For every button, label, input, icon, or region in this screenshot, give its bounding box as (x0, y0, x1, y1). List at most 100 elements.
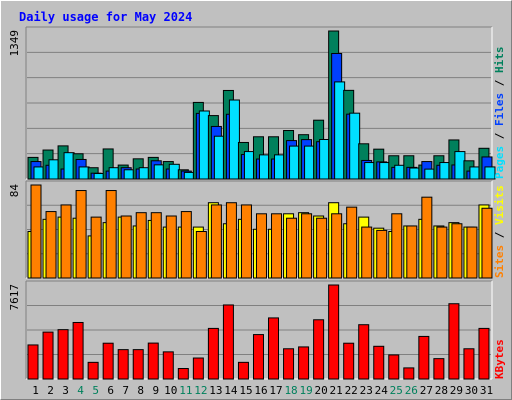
bar-pages-day-31 (484, 166, 496, 180)
bar-kbytes-day-30 (463, 348, 475, 380)
bar-sites-day-5 (90, 216, 102, 279)
x-tick-label-day-13: 13 (209, 384, 222, 397)
x-tick-label-day-27: 27 (420, 384, 433, 397)
bar-kbytes-day-14 (222, 304, 234, 380)
bar-kbytes-day-21 (328, 284, 340, 380)
x-tick-label-day-6: 6 (107, 384, 114, 397)
bar-kbytes-day-13 (207, 327, 219, 380)
x-tick-label-day-30: 30 (465, 384, 478, 397)
bar-kbytes-day-3 (57, 329, 69, 380)
x-tick-label-day-15: 15 (239, 384, 252, 397)
bar-sites-day-7 (120, 215, 132, 279)
x-tick-label-day-20: 20 (315, 384, 328, 397)
bar-sites-day-28 (436, 226, 448, 279)
x-tick-label-day-12: 12 (194, 384, 207, 397)
bar-pages-day-19 (304, 145, 316, 180)
bar-pages-day-1 (33, 166, 45, 180)
bar-pages-day-9 (153, 164, 165, 180)
bar-sites-day-20 (316, 217, 328, 279)
legend-separator: / (493, 225, 506, 245)
bar-kbytes-day-6 (102, 342, 114, 380)
bar-kbytes-day-22 (343, 342, 355, 380)
bar-kbytes-day-2 (42, 331, 54, 380)
bar-pages-day-17 (274, 154, 286, 180)
bar-sites-day-16 (255, 213, 267, 279)
x-tick-label-day-18: 18 (284, 384, 297, 397)
bar-kbytes-day-29 (448, 303, 460, 380)
panel-max-label: 7617 (8, 284, 21, 311)
panel-legend: Sites / Visits (493, 185, 506, 278)
bar-kbytes-day-27 (418, 335, 430, 380)
bar-kbytes-day-9 (147, 342, 159, 380)
bar-kbytes-day-28 (433, 358, 445, 380)
bar-kbytes-day-26 (403, 367, 415, 380)
bar-kbytes-day-12 (192, 357, 204, 380)
bar-sites-day-14 (225, 202, 237, 279)
bar-sites-day-31 (481, 207, 493, 279)
x-tick-label-day-16: 16 (254, 384, 267, 397)
x-tick-label-day-19: 19 (299, 384, 312, 397)
bar-pages-day-11 (183, 171, 195, 180)
bar-sites-day-3 (60, 204, 72, 279)
bar-pages-day-7 (123, 169, 135, 180)
x-tick-label-day-8: 8 (137, 384, 144, 397)
legend-pages: Pages (493, 146, 506, 179)
bar-pages-day-24 (379, 162, 391, 180)
bar-sites-day-15 (240, 204, 252, 279)
bar-sites-day-1 (30, 184, 42, 279)
bar-kbytes-day-23 (358, 324, 370, 380)
x-tick-label-day-26: 26 (405, 384, 418, 397)
bar-sites-day-6 (105, 190, 117, 279)
bar-sites-day-13 (210, 204, 222, 279)
bar-kbytes-day-4 (72, 321, 84, 380)
panel-3: 7617 KBytes (8, 280, 506, 380)
x-tick-label-day-21: 21 (330, 384, 343, 397)
bar-kbytes-day-20 (313, 319, 325, 380)
x-tick-label-day-3: 3 (62, 384, 69, 397)
bar-sites-day-10 (165, 215, 177, 279)
bar-kbytes-day-16 (252, 334, 264, 380)
x-tick-label-day-24: 24 (375, 384, 389, 397)
bar-kbytes-day-31 (478, 327, 490, 380)
bar-kbytes-day-1 (27, 344, 39, 380)
x-tick-label-day-1: 1 (32, 384, 39, 397)
x-tick-label-day-23: 23 (360, 384, 373, 397)
bar-sites-day-26 (406, 225, 418, 279)
bar-sites-day-21 (331, 213, 343, 279)
bar-sites-day-17 (271, 213, 283, 279)
bar-kbytes-day-10 (162, 351, 174, 380)
bar-pages-day-22 (349, 112, 361, 180)
x-tick-label-day-11: 11 (179, 384, 192, 397)
bar-pages-day-27 (424, 168, 436, 180)
bar-pages-day-16 (258, 154, 270, 180)
x-tick-label-day-2: 2 (47, 384, 54, 397)
bar-kbytes-day-8 (132, 349, 144, 380)
x-tick-label-day-10: 10 (164, 384, 177, 397)
bar-pages-day-26 (409, 167, 421, 180)
x-tick-label-day-5: 5 (92, 384, 99, 397)
legend-sites: Sites (493, 245, 506, 278)
bar-pages-day-13 (213, 135, 225, 180)
bar-sites-day-30 (466, 226, 478, 279)
bar-pages-day-30 (469, 166, 481, 180)
bar-pages-day-3 (63, 152, 75, 180)
bar-pages-day-20 (319, 139, 331, 180)
panel-legend: Pages / Files / Hits (493, 47, 506, 180)
bar-kbytes-day-11 (177, 368, 189, 380)
bar-pages-day-5 (93, 173, 105, 180)
bar-sites-day-22 (346, 206, 358, 279)
bar-kbytes-day-17 (268, 317, 280, 380)
bar-pages-day-15 (243, 151, 255, 180)
bar-pages-day-25 (394, 164, 406, 180)
bar-pages-day-6 (108, 167, 120, 180)
bar-sites-day-23 (361, 226, 373, 279)
bar-sites-day-12 (195, 231, 207, 279)
panel-2: 84 Sites / Visits (8, 180, 506, 279)
panel-legend: KBytes (493, 339, 506, 379)
bar-pages-day-23 (364, 162, 376, 180)
bar-kbytes-day-5 (87, 361, 99, 380)
bar-pages-day-8 (138, 167, 150, 180)
legend-visits: Visits (493, 185, 506, 225)
